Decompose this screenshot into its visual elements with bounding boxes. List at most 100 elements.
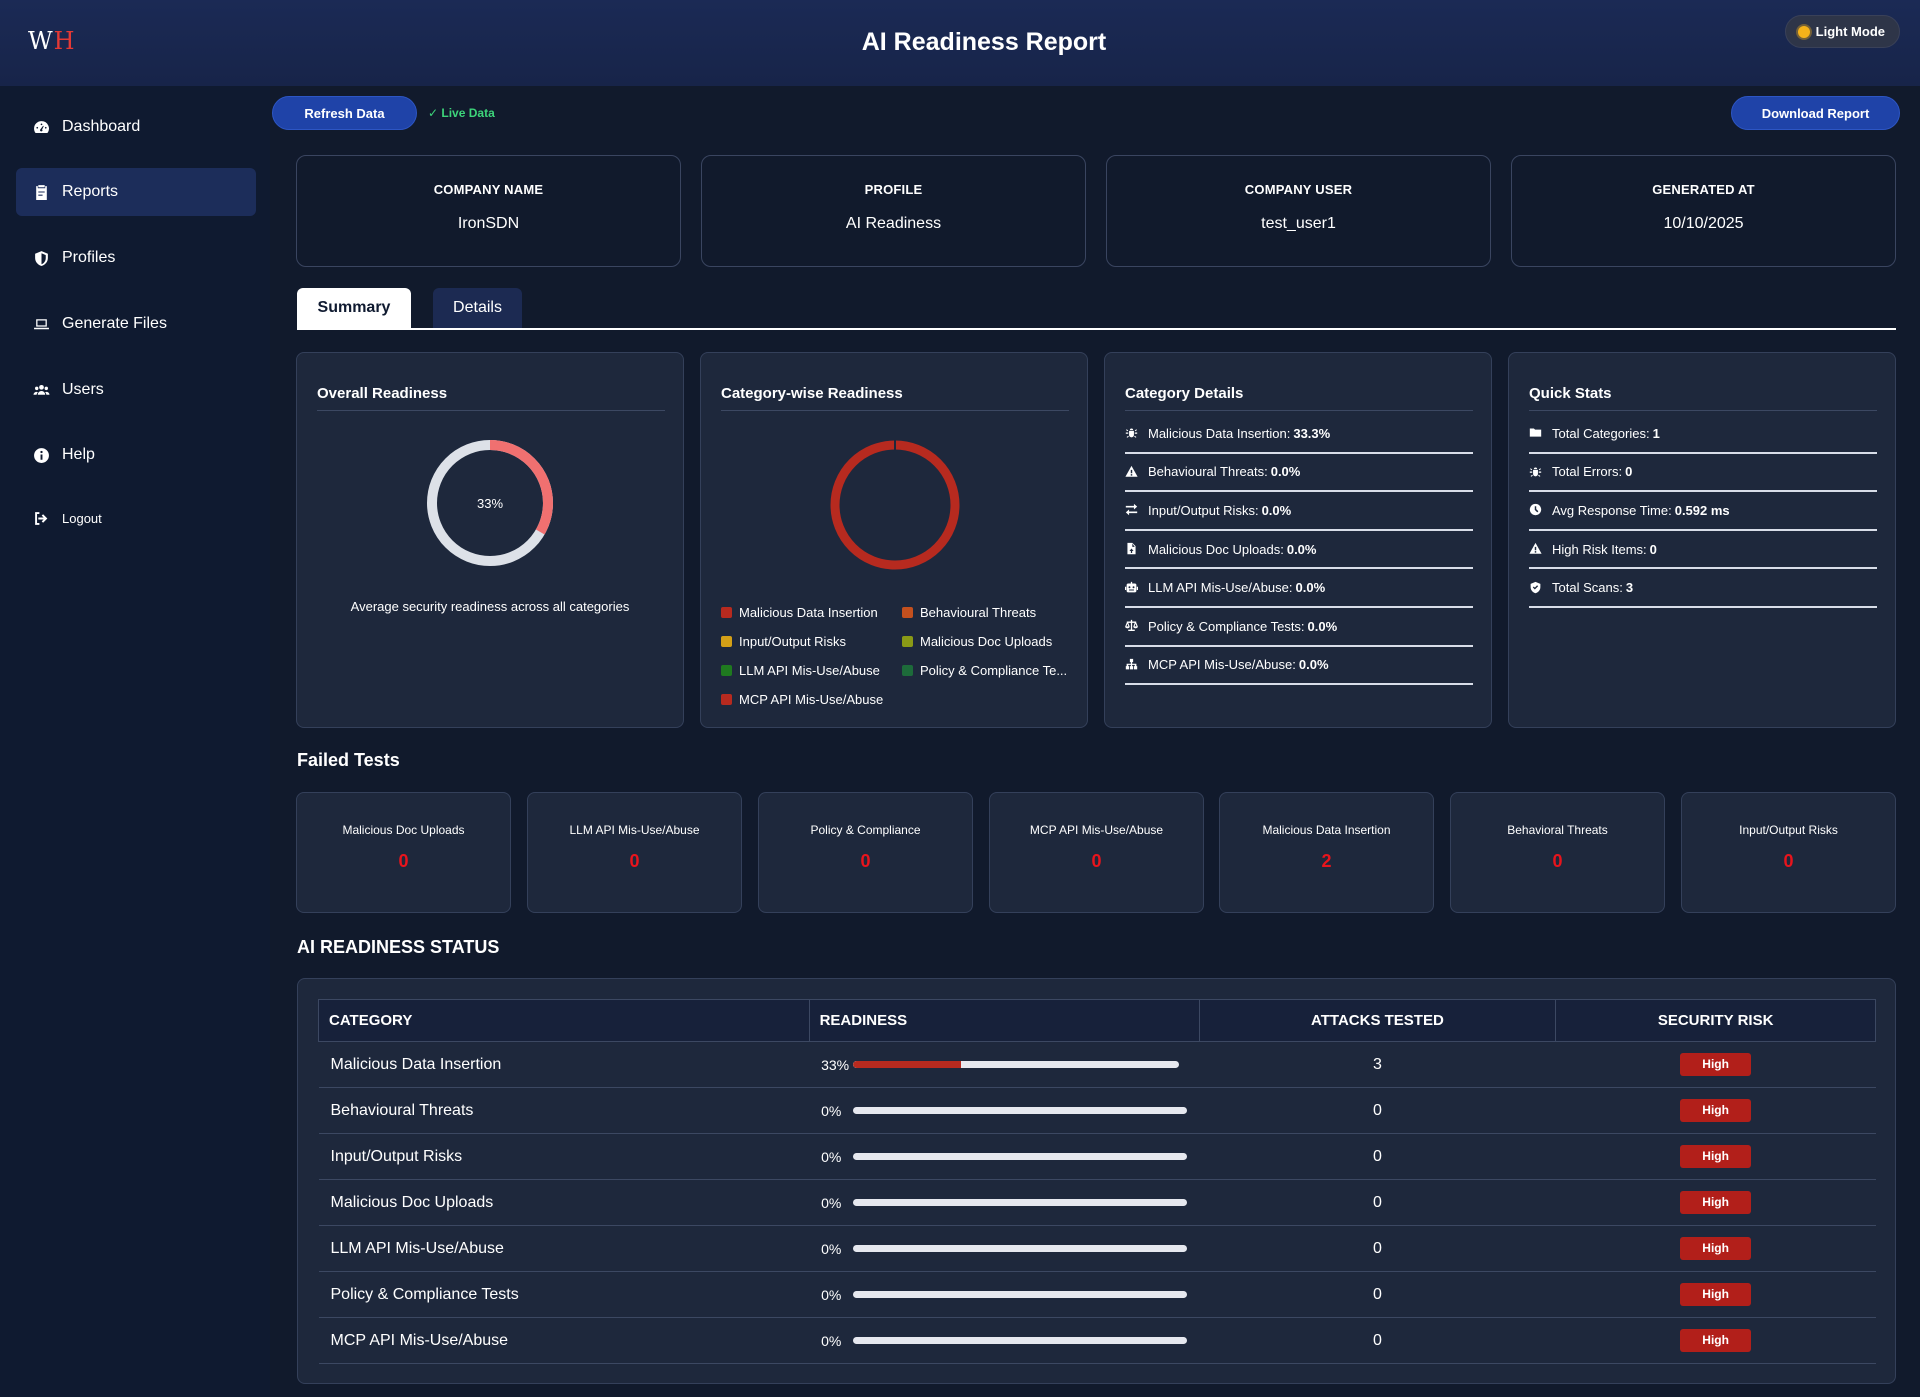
stat-value: 0 (1625, 464, 1633, 480)
failed-test-card[interactable]: LLM API Mis-Use/Abuse 0 (527, 792, 742, 913)
failed-test-card[interactable]: Behavioral Threats 0 (1450, 792, 1665, 913)
detail-row: Policy & Compliance Tests: 0.0% (1125, 608, 1473, 647)
light-mode-toggle[interactable]: Light Mode (1784, 15, 1900, 48)
detail-row: Malicious Data Insertion: 33.3% (1125, 415, 1473, 454)
attacks-tested-cell: 3 (1199, 1041, 1556, 1088)
legend-item[interactable]: MCP API Mis-Use/Abuse (721, 692, 883, 707)
legend-item[interactable]: Behavioural Threats (902, 605, 1036, 620)
sidebar-item-reports[interactable]: Reports (16, 168, 256, 216)
table-row: Behavioural Threats 0% 0 High (318, 1087, 1876, 1134)
legend-item[interactable]: Policy & Compliance Te... (902, 663, 1067, 678)
stat-label: Total Categories: (1552, 425, 1650, 441)
column-header-security-risk[interactable]: SECURITY RISK (1555, 999, 1876, 1042)
tab-summary[interactable]: Summary (297, 288, 411, 328)
download-report-button[interactable]: Download Report (1731, 96, 1900, 130)
readiness-cell: 0% (809, 1087, 1200, 1134)
category-cell: LLM API Mis-Use/Abuse (318, 1225, 810, 1272)
stat-label: Avg Response Time: (1552, 502, 1672, 518)
users-icon (32, 381, 50, 399)
overall-readiness-panel: Overall Readiness 33% Average security r… (296, 352, 684, 728)
panel-title: Quick Stats (1529, 385, 1877, 411)
column-header-readiness[interactable]: READINESS (808, 999, 1200, 1042)
category-ring (830, 440, 960, 570)
failed-test-label: Malicious Data Insertion (1262, 823, 1391, 837)
attacks-tested-cell: 0 (1199, 1225, 1556, 1272)
category-cell: Malicious Doc Uploads (318, 1179, 810, 1226)
robot-icon (1125, 581, 1139, 595)
readiness-percent: 0% (821, 1286, 842, 1303)
dashboard-icon (32, 118, 50, 136)
attacks-tested-cell: 0 (1199, 1179, 1556, 1226)
failed-test-card[interactable]: Malicious Doc Uploads 0 (296, 792, 511, 913)
category-readiness-donut[interactable] (825, 435, 965, 575)
folder-icon (1529, 426, 1543, 440)
stat-row: High Risk Items: 0 (1529, 531, 1877, 570)
failed-test-card[interactable]: MCP API Mis-Use/Abuse 0 (989, 792, 1204, 913)
failed-test-count: 0 (1552, 851, 1563, 871)
failed-test-card[interactable]: Policy & Compliance 0 (758, 792, 973, 913)
stat-value: 0.592 ms (1674, 502, 1730, 518)
legend-item[interactable]: LLM API Mis-Use/Abuse (721, 663, 880, 678)
readiness-cell: 0% (809, 1317, 1200, 1364)
legend-swatch (721, 665, 732, 676)
sidebar-item-label: Generate Files (62, 315, 167, 332)
legend-swatch (721, 694, 732, 705)
panel-title: Overall Readiness (317, 385, 665, 411)
legend-item[interactable]: Malicious Data Insertion (721, 605, 878, 620)
refresh-data-button[interactable]: Refresh Data (272, 96, 417, 130)
stat-row: Total Categories: 1 (1529, 415, 1877, 454)
app-logo[interactable]: WH (28, 27, 76, 55)
column-header-attacks-tested[interactable]: ATTACKS TESTED (1198, 999, 1557, 1042)
legend-swatch (721, 636, 732, 647)
legend-label: Input/Output Risks (739, 634, 846, 649)
sidebar-item-label: Reports (62, 183, 119, 200)
legend-label: Malicious Data Insertion (739, 605, 878, 620)
security-risk-cell: High (1555, 1133, 1876, 1180)
sidebar-item-users[interactable]: Users (16, 366, 256, 414)
detail-label: Policy & Compliance Tests: (1148, 618, 1305, 634)
sidebar-item-logout[interactable]: Logout (16, 494, 256, 542)
readiness-progress-bar (853, 1291, 1188, 1298)
detail-label: Input/Output Risks: (1148, 502, 1259, 518)
light-mode-label: Light Mode (1815, 24, 1885, 39)
failed-test-count: 2 (1321, 851, 1332, 871)
failed-test-label: Input/Output Risks (1739, 823, 1838, 837)
overall-readiness-donut[interactable]: 33% (420, 433, 560, 573)
readiness-cell: 0% (809, 1179, 1200, 1226)
readiness-status-table-card: CATEGORY READINESS ATTACKS TESTED SECURI… (297, 978, 1896, 1384)
top-bar: WH AI Readiness Report Light Mode (0, 0, 1920, 86)
failed-test-count: 0 (860, 851, 871, 871)
failed-test-card[interactable]: Malicious Data Insertion 2 (1219, 792, 1434, 913)
legend-item[interactable]: Input/Output Risks (721, 634, 846, 649)
legend-label: Behavioural Threats (920, 605, 1037, 620)
sidebar-item-profiles[interactable]: Profiles (16, 234, 256, 282)
card-label: COMPANY NAME (433, 182, 544, 197)
exchange-icon (1125, 503, 1139, 517)
risk-badge: High (1680, 1099, 1752, 1122)
sidebar-item-help[interactable]: Help (16, 431, 256, 479)
readiness-note: Average security readiness across all ca… (350, 599, 630, 614)
sidebar-item-generate-files[interactable]: Generate Files (16, 300, 256, 348)
detail-row: Malicious Doc Uploads: 0.0% (1125, 531, 1473, 570)
tab-details[interactable]: Details (433, 288, 522, 328)
warning-icon (1125, 465, 1139, 479)
network-icon (1125, 658, 1139, 672)
failed-test-card[interactable]: Input/Output Risks 0 (1681, 792, 1896, 913)
legend-item[interactable]: Malicious Doc Uploads (902, 634, 1052, 649)
table-row: Malicious Data Insertion 33% 3 High (318, 1041, 1876, 1088)
column-header-category[interactable]: CATEGORY (318, 999, 810, 1042)
readiness-percent: 0% (821, 1332, 842, 1349)
category-readiness-panel: Category-wise Readiness Malicious Data I… (700, 352, 1088, 728)
failed-test-label: Malicious Doc Uploads (342, 823, 465, 837)
readiness-cell: 33% (809, 1041, 1200, 1088)
detail-row: MCP API Mis-Use/Abuse: 0.0% (1125, 647, 1473, 686)
legend-label: Policy & Compliance Te... (920, 663, 1068, 678)
readiness-status-table: CATEGORY READINESS ATTACKS TESTED SECURI… (318, 999, 1876, 1364)
bug-icon (1529, 465, 1543, 479)
warning-icon (1529, 542, 1543, 556)
category-cell: MCP API Mis-Use/Abuse (318, 1317, 810, 1364)
sidebar-item-dashboard[interactable]: Dashboard (16, 103, 256, 151)
readiness-percent: 0% (821, 1148, 842, 1165)
security-risk-cell: High (1555, 1087, 1876, 1134)
stat-row: Total Errors: 0 (1529, 454, 1877, 493)
